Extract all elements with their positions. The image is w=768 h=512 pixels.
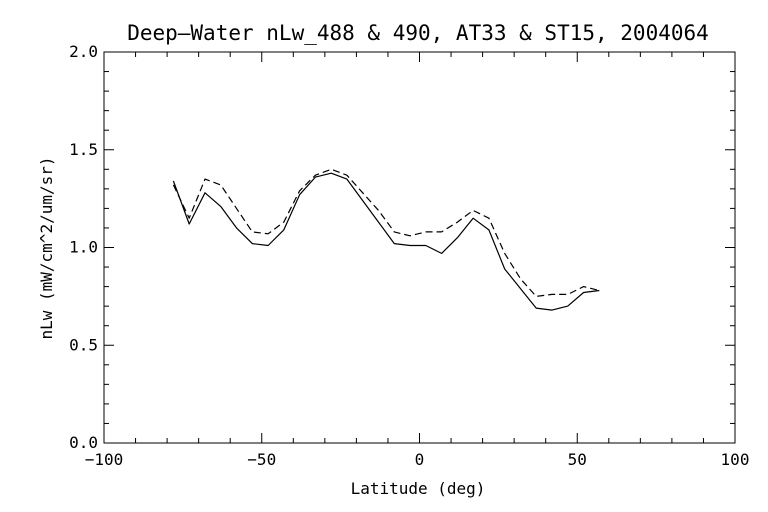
plot-frame [103, 51, 736, 444]
x-tick-label: 0 [415, 450, 425, 469]
x-tick-label: −50 [247, 450, 276, 469]
series-line-solid [172, 172, 600, 311]
x-tick-label: 100 [721, 450, 750, 469]
y-tick-label: 1.0 [69, 238, 98, 257]
x-axis-label: Latitude (deg) [351, 479, 486, 498]
y-tick-label: 1.5 [69, 140, 98, 159]
axis-ticks [103, 51, 736, 444]
y-tick-label: 2.0 [69, 42, 98, 61]
x-tick-label: 50 [568, 450, 587, 469]
y-axis-label: nLw (mW/cm^2/um/sr) [37, 156, 56, 339]
x-tick-label: −100 [85, 450, 124, 469]
series-line-dashed [172, 168, 600, 297]
chart-title: Deep—Water nLw_488 & 490, AT33 & ST15, 2… [127, 21, 709, 45]
series-group [172, 168, 600, 311]
y-tick-label: 0.5 [69, 335, 98, 354]
y-tick-label: 0.0 [69, 433, 98, 452]
axis-tick-labels: −100 −50 0 50 100 0.0 0.5 1.0 1.5 2.0 [69, 42, 749, 469]
